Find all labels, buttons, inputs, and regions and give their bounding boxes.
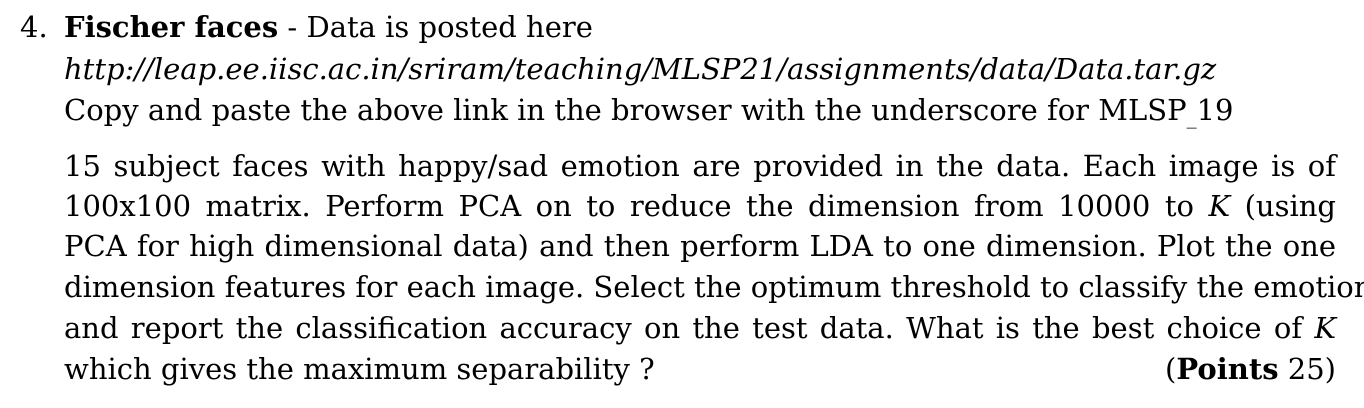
body-line-6-text: which gives the maximum separability ?: [64, 352, 655, 386]
points-label: (Points 25): [1165, 352, 1336, 386]
body-line-4: dimension features for each image. Selec…: [64, 270, 1364, 304]
question-number: 4.: [20, 10, 48, 44]
body-line-2-end: (using: [1230, 189, 1336, 223]
k-symbol: K: [1208, 189, 1231, 223]
body-line-3: PCA for high dimensional data) and then …: [64, 229, 1336, 263]
body-line-5-text: and report the classification accuracy o…: [64, 311, 1315, 345]
body-line-1: 15 subject faces with happy/sad emotion …: [64, 149, 1336, 183]
k-symbol-2: K: [1314, 311, 1336, 345]
body-line-6: which gives the maximum separability ? (…: [64, 349, 1336, 389]
question-title: Fischer faces: [64, 10, 279, 44]
copy-note: Copy and paste the above link in the bro…: [64, 90, 1336, 133]
copy-note-suffix: 19: [1196, 93, 1234, 127]
body-line-2-text: 100x100 matrix. Perform PCA on to reduce…: [64, 189, 1209, 223]
copy-note-underscore: _: [1186, 105, 1197, 129]
body-line-2: 100x100 matrix. Perform PCA on to reduce…: [64, 186, 1336, 226]
question-title-suffix: - Data is posted here: [278, 10, 593, 44]
copy-note-text: Copy and paste the above link in the bro…: [64, 93, 1187, 127]
question-heading: Fischer faces - Data is posted here: [64, 7, 1336, 47]
body-line-5: and report the classification accuracy o…: [64, 308, 1336, 348]
data-url: http://leap.ee.iisc.ac.in/sriram/teachin…: [64, 52, 1217, 86]
